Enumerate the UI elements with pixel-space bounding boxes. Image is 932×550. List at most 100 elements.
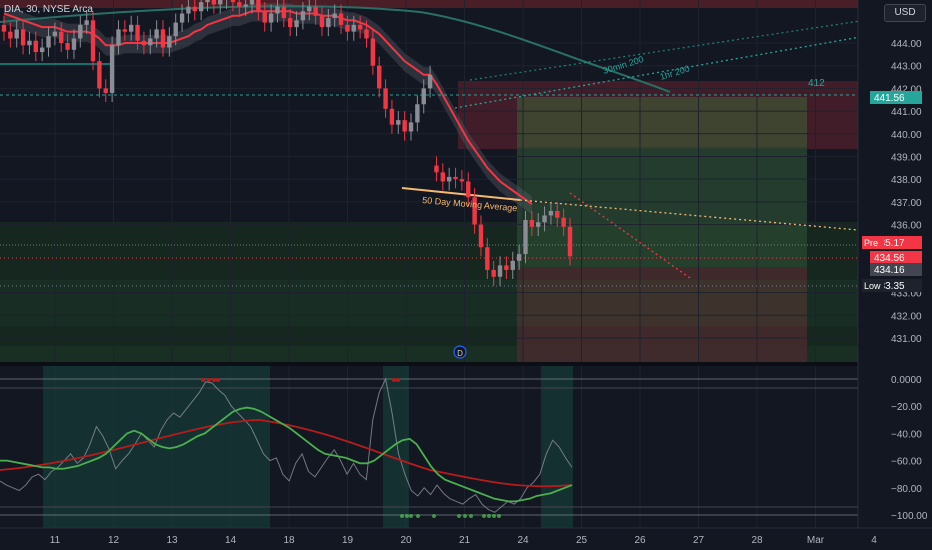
dividend-marker (453, 345, 467, 359)
price-axis-tick: 433.00 (891, 289, 922, 300)
candle-body (510, 260, 515, 270)
candle-body (243, 4, 248, 7)
candle-body (338, 13, 344, 25)
candle-body (230, 0, 236, 3)
red-zone-top (0, 0, 858, 8)
osc-oversold-dot (497, 514, 501, 518)
time-axis-tick: 25 (576, 535, 588, 546)
price-axis-tick: 441.00 (891, 107, 922, 118)
candle-body (319, 15, 325, 28)
price-label-box (870, 263, 922, 276)
price-axis-tick: 439.00 (891, 152, 922, 163)
osc-slow-line (0, 419, 573, 488)
candle-body (377, 65, 382, 89)
price-axis-tick: 442.00 (891, 84, 922, 95)
candle-body (268, 13, 274, 23)
dividend-marker-label: D (457, 349, 463, 358)
price-label-tag: Low (864, 281, 881, 291)
candle-body (364, 29, 369, 39)
osc-oversold-dot (469, 514, 473, 518)
osc-oversold-dot (416, 514, 420, 518)
price-label-value: 441.56 (874, 93, 905, 104)
candle-body (90, 20, 96, 62)
candle-body (116, 29, 121, 46)
price-axis-tick: 431.00 (891, 334, 922, 345)
candle-body (313, 6, 318, 16)
candle-body (396, 120, 401, 125)
time-axis-tick: 18 (283, 535, 295, 546)
candle-body (427, 74, 433, 89)
candle-body (128, 24, 134, 32)
target-box-top (517, 97, 807, 147)
candle-body (408, 122, 414, 132)
candle-body (453, 176, 458, 180)
symbol-title[interactable]: DIA, 30, NYSE Arca (4, 4, 93, 15)
osc-oversold-dot (400, 514, 404, 518)
candle-body (555, 210, 560, 218)
candle-body (122, 29, 128, 32)
currency-button[interactable]: USD (884, 4, 926, 22)
risk-box-mid (517, 280, 807, 326)
candle-body (357, 24, 363, 30)
price-axis-tick: 436.00 (891, 221, 922, 232)
osc-oversold-dot (409, 514, 413, 518)
candle-body (402, 120, 407, 132)
candle-body (561, 217, 566, 227)
osc-oversold-dot (487, 514, 491, 518)
candle-body (491, 269, 496, 277)
time-axis-tick: 14 (225, 535, 237, 546)
osc-overbought-dot (396, 378, 400, 382)
osc-oversold-dot (482, 514, 486, 518)
price-label-tag-box (862, 236, 884, 249)
time-axis-tick: 28 (751, 535, 763, 546)
candle-body (103, 88, 108, 93)
time-axis-tick: 26 (634, 535, 646, 546)
candle-body (478, 224, 484, 248)
osc-oversold-dot (492, 514, 496, 518)
price-label-tag: Pre (864, 238, 878, 248)
price-label-value: 433.35 (874, 281, 905, 292)
candle-body (300, 11, 306, 21)
candle-body (256, 0, 261, 12)
candle-body (211, 0, 217, 5)
osc-axis-tick: −40.00 (891, 429, 922, 440)
candle-body (459, 179, 465, 182)
time-axis-bg (0, 528, 932, 550)
time-axis-tick: 21 (459, 535, 471, 546)
price-label-value: 434.16 (874, 265, 905, 276)
time-axis-tick: 19 (342, 535, 354, 546)
candle-body (307, 6, 312, 12)
osc-overbought-dot (201, 378, 205, 382)
candle-body (294, 20, 299, 28)
candle-body (218, 0, 223, 5)
osc-overbought-dot (392, 378, 396, 382)
candle-body (504, 265, 509, 270)
osc-axis-tick: −80.00 (891, 484, 922, 495)
price-axis-tick: 444.00 (891, 39, 922, 50)
candle-body (345, 24, 350, 32)
osc-axis-tick: 0.0000 (891, 375, 922, 386)
candle-body (148, 38, 153, 46)
osc-axis-tick: −100.00 (891, 511, 928, 522)
time-axis-tick: 12 (108, 535, 120, 546)
candle-body (192, 6, 197, 12)
candle-body (249, 0, 255, 5)
candle-body (154, 29, 159, 39)
price-axis-tick: 437.00 (891, 198, 922, 209)
candle-body (516, 254, 522, 261)
candle-body (186, 6, 191, 14)
candle-body (65, 43, 70, 50)
price-label-box (870, 91, 922, 104)
osc-axis-tick: −20.00 (891, 402, 922, 413)
candle-body (97, 61, 102, 89)
osc-oversold-dot (463, 514, 467, 518)
candle-body (33, 40, 38, 53)
osc-overbought-dot (207, 378, 211, 382)
price-label-value: 435.17 (874, 238, 905, 249)
candle-body (446, 176, 452, 182)
candle-body (160, 29, 166, 48)
candle-body (46, 36, 51, 48)
candle-body (536, 222, 541, 227)
candle-body (262, 11, 267, 23)
